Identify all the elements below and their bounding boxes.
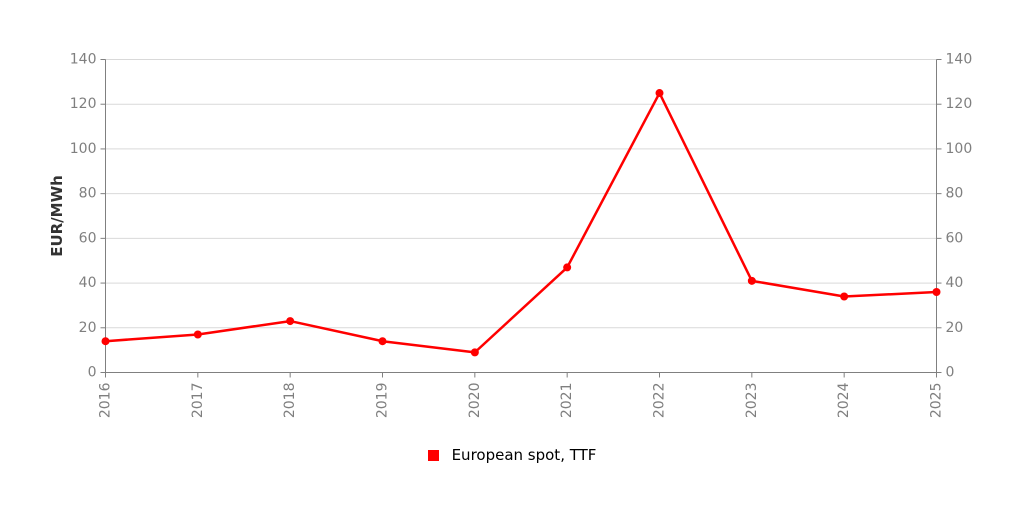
y-tick-label-left: 40 [79,275,97,291]
y-tick-label-left: 140 [70,52,97,68]
y-tick-label-right: 60 [946,230,964,246]
data-point [470,348,479,357]
data-point [101,337,110,346]
x-tick-label: 2021 [559,383,575,419]
y-tick-label-right: 40 [946,275,964,291]
x-tick-label: 2022 [652,383,668,419]
legend-marker-icon [427,449,439,461]
y-tick-label-left: 120 [70,96,97,112]
x-tick-label: 2018 [282,383,298,419]
y-tick-label-left: 60 [79,230,97,246]
data-point [286,317,295,326]
y-tick-label-left: 80 [79,186,97,202]
y-tick-label-left: 100 [70,141,97,157]
y-tick-label-right: 140 [946,52,973,68]
y-tick-label-right: 100 [946,141,973,157]
legend: European spot, TTF [0,444,1024,466]
x-tick-label: 2019 [375,383,391,419]
x-tick-label: 2023 [744,383,760,419]
legend-label: European spot, TTF [451,446,597,464]
data-point [563,263,572,272]
y-tick-label-left: 20 [79,320,97,336]
y-tick-label-right: 120 [946,96,973,112]
x-tick-label: 2016 [98,382,114,418]
series-line [104,91,938,354]
data-point [655,89,664,98]
data-point [378,337,387,346]
data-point [193,330,202,339]
y-tick-label-left: 0 [88,365,97,381]
y-axis-title: EUR/MWh [48,175,66,257]
data-point [747,276,756,285]
y-tick-label-right: 80 [946,186,964,202]
y-tick-label-right: 20 [946,320,964,336]
x-tick-label: 2025 [929,383,945,419]
data-point [840,292,849,301]
x-tick-label: 2020 [467,383,483,419]
data-point [932,288,941,297]
x-tick-label: 2017 [190,383,206,419]
y-tick-label-right: 0 [946,365,955,381]
x-tick-label: 2024 [836,382,852,418]
